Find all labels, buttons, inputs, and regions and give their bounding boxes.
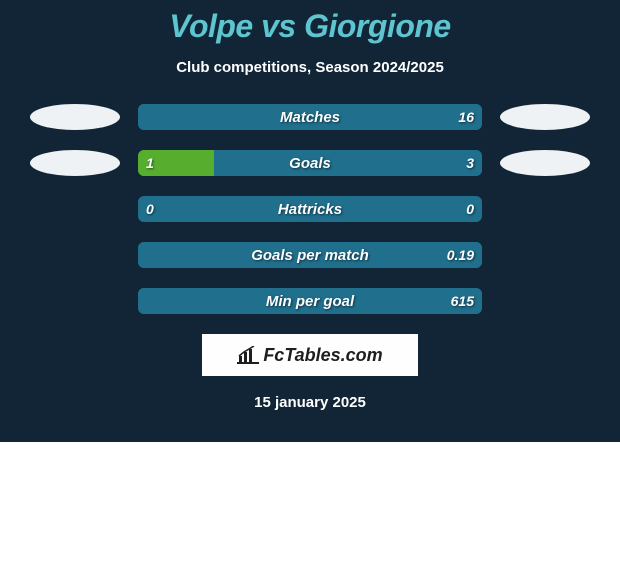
stat-row: 0Hattricks0 bbox=[0, 196, 620, 222]
player-left-badge bbox=[30, 150, 120, 176]
stat-label: Min per goal bbox=[138, 288, 482, 314]
brand-text: FcTables.com bbox=[263, 345, 382, 366]
player-right-badge bbox=[500, 104, 590, 130]
stat-row: Matches16 bbox=[0, 104, 620, 130]
stat-value-right: 0 bbox=[466, 196, 474, 222]
stat-value-right: 615 bbox=[451, 288, 474, 314]
stat-row: Min per goal615 bbox=[0, 288, 620, 314]
spacer bbox=[500, 196, 590, 222]
stat-label: Goals bbox=[138, 150, 482, 176]
date-label: 15 january 2025 bbox=[0, 394, 620, 411]
stat-rows: Matches16 1Goals3 0Hattricks0 Goals per mat… bbox=[0, 104, 620, 314]
stat-label: Hattricks bbox=[138, 196, 482, 222]
stat-bar: Min per goal615 bbox=[138, 288, 482, 314]
stat-value-right: 3 bbox=[466, 150, 474, 176]
spacer bbox=[500, 242, 590, 268]
stat-label: Goals per match bbox=[138, 242, 482, 268]
stat-row: 1Goals3 bbox=[0, 150, 620, 176]
player-right-badge bbox=[500, 150, 590, 176]
spacer bbox=[30, 288, 120, 314]
chart-icon bbox=[237, 346, 259, 364]
brand-box[interactable]: FcTables.com bbox=[202, 334, 418, 376]
stat-bar: Matches16 bbox=[138, 104, 482, 130]
stat-value-right: 0.19 bbox=[447, 242, 474, 268]
spacer bbox=[30, 242, 120, 268]
stat-bar: 1Goals3 bbox=[138, 150, 482, 176]
stat-label: Matches bbox=[138, 104, 482, 130]
spacer bbox=[500, 288, 590, 314]
spacer bbox=[30, 196, 120, 222]
comparison-panel: Volpe vs Giorgione Club competitions, Se… bbox=[0, 0, 620, 442]
page-title: Volpe vs Giorgione bbox=[0, 0, 620, 45]
stat-value-right: 16 bbox=[458, 104, 474, 130]
stat-bar: 0Hattricks0 bbox=[138, 196, 482, 222]
subtitle: Club competitions, Season 2024/2025 bbox=[0, 59, 620, 76]
stat-bar: Goals per match0.19 bbox=[138, 242, 482, 268]
stat-row: Goals per match0.19 bbox=[0, 242, 620, 268]
player-left-badge bbox=[30, 104, 120, 130]
